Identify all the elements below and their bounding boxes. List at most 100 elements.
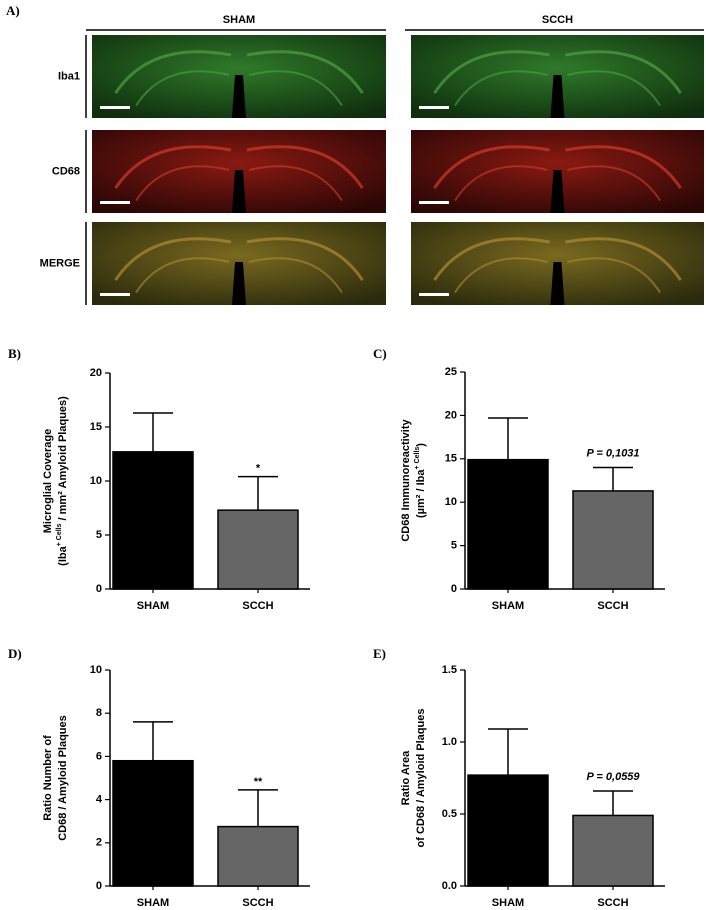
hippocampus	[246, 50, 364, 94]
bar	[112, 759, 194, 887]
ventricle	[550, 170, 565, 213]
panel-label: C)	[373, 346, 387, 361]
ventricle	[232, 262, 246, 305]
column-label: SCCH	[542, 14, 573, 26]
y-axis-label-part: (µm² / Iba	[415, 469, 427, 518]
row-label: CD68	[52, 165, 80, 177]
y-tick-label: 0.0	[442, 880, 457, 892]
y-axis-label: CD68 / Amyloid Plaques	[57, 715, 69, 841]
ventricle	[232, 170, 246, 213]
y-tick-label: 6	[96, 750, 102, 762]
y-axis-label-part: Ratio Area	[400, 750, 412, 805]
y-tick-label: 25	[445, 366, 457, 378]
hippocampus	[565, 50, 682, 94]
y-tick-label: 5	[96, 529, 102, 541]
ventricle	[232, 75, 246, 118]
panel-label: B)	[8, 346, 21, 361]
y-axis-label-part: + Cells	[414, 447, 421, 470]
hippocampus	[248, 257, 343, 294]
x-tick-label: SCCH	[597, 600, 628, 612]
scale-bar	[419, 293, 449, 296]
hippocampus	[454, 257, 548, 294]
scale-bar	[100, 293, 130, 296]
significance-label: **	[254, 776, 263, 788]
bar	[572, 490, 654, 590]
bar	[217, 509, 299, 590]
y-axis-label-part: of CD68 / Amyloid Plaques	[415, 709, 427, 848]
significance-label: *	[256, 463, 261, 475]
y-axis-label: Ratio Number of	[42, 735, 54, 821]
y-tick-label: 1.5	[442, 664, 457, 676]
y-tick-label: 15	[445, 453, 457, 465]
hippocampus	[246, 237, 364, 281]
hippocampus	[135, 257, 230, 294]
hippocampus	[114, 50, 232, 94]
y-axis-label: Ratio Area	[400, 750, 412, 805]
hippocampus	[135, 70, 230, 107]
hippocampus	[433, 237, 550, 281]
x-tick-label: SHAM	[137, 600, 169, 612]
hippocampus	[114, 237, 232, 281]
hippocampus	[433, 50, 550, 94]
hippocampus	[248, 165, 343, 202]
y-axis-label-part: + Cells	[56, 523, 63, 546]
y-axis-label: of CD68 / Amyloid Plaques	[415, 709, 427, 848]
y-tick-label: 0.5	[442, 808, 457, 820]
hippocampus	[565, 237, 682, 281]
hippocampus	[135, 165, 230, 202]
scale-bar	[100, 106, 130, 109]
y-axis-label-part: Ratio Number of	[42, 735, 54, 821]
y-tick-label: 0	[451, 583, 457, 595]
x-tick-label: SHAM	[137, 897, 169, 909]
y-tick-label: 20	[445, 409, 457, 421]
x-tick-label: SHAM	[492, 897, 524, 909]
hippocampus	[565, 145, 682, 189]
y-tick-label: 10	[90, 664, 102, 676]
hippocampus	[433, 145, 550, 189]
y-tick-label: 0	[96, 583, 102, 595]
hippocampus	[454, 70, 548, 107]
scale-bar	[419, 106, 449, 109]
column-label: SHAM	[223, 14, 255, 26]
scale-bar	[419, 201, 449, 204]
ventricle	[550, 262, 565, 305]
y-axis-label-part: (Iba	[57, 545, 69, 565]
y-tick-label: 10	[90, 475, 102, 487]
y-axis-label-part: Microglial Coverage	[42, 429, 54, 534]
panel-label: A)	[6, 3, 20, 18]
hippocampus	[454, 165, 548, 202]
bar	[112, 451, 194, 590]
y-tick-label: 20	[90, 367, 102, 379]
y-tick-label: 0	[96, 880, 102, 892]
hippocampus	[567, 70, 661, 107]
hippocampus	[248, 70, 343, 107]
y-axis-label: Microglial Coverage	[42, 429, 54, 534]
y-tick-label: 10	[445, 496, 457, 508]
hippocampus	[567, 257, 661, 294]
row-label: MERGE	[40, 257, 80, 269]
bar	[467, 458, 549, 590]
significance-label: P = 0,0559	[586, 771, 640, 783]
y-tick-label: 1.0	[442, 736, 457, 748]
scale-bar	[100, 201, 130, 204]
y-axis-label-part: / mm² Amyloid Plaques)	[57, 396, 69, 524]
y-tick-label: 4	[96, 794, 103, 806]
y-tick-label: 5	[451, 540, 457, 552]
bar	[572, 814, 654, 887]
y-axis-label: (Iba+ Cells / mm² Amyloid Plaques)	[56, 396, 69, 566]
x-tick-label: SCCH	[242, 897, 273, 909]
y-tick-label: 15	[90, 421, 102, 433]
y-axis-label-part: )	[415, 443, 427, 447]
ventricle	[550, 75, 565, 118]
significance-label: P = 0,1031	[586, 447, 639, 459]
row-label: Iba1	[58, 70, 80, 82]
y-tick-label: 8	[96, 707, 102, 719]
y-axis-label: (µm² / Iba+ Cells)	[414, 443, 427, 518]
y-tick-label: 2	[96, 837, 102, 849]
bar	[217, 825, 299, 887]
y-axis-label: CD68 Immunoreactivity	[400, 418, 412, 541]
hippocampus	[246, 145, 364, 189]
x-tick-label: SHAM	[492, 600, 524, 612]
